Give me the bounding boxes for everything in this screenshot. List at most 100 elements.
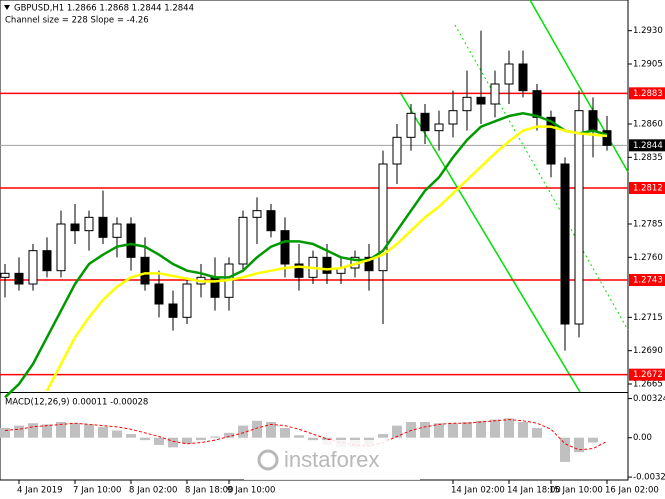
- candle-body: [0, 272, 10, 278]
- x-tick-label: 9 Jan 10:00: [227, 486, 275, 496]
- indicator-line: [4, 112, 608, 399]
- macd-bar: [560, 437, 570, 462]
- channel-line: [399, 91, 581, 393]
- candle-body: [504, 63, 514, 85]
- level-label: 1.2883: [633, 89, 663, 99]
- y-tick-label: -0.00326: [633, 473, 665, 483]
- macd-bar: [420, 422, 430, 438]
- watermark-bg: [244, 440, 420, 480]
- candle-body: [490, 83, 500, 105]
- macd-bar: [406, 422, 416, 438]
- macd-bar: [476, 420, 486, 438]
- candle-body: [364, 256, 374, 272]
- macd-bar: [154, 437, 164, 445]
- x-tick-label: 8 Jan 02:00: [129, 486, 177, 496]
- watermark-text: instaforex: [284, 447, 379, 472]
- level-label-bg: [629, 274, 665, 286]
- x-tick-label: 14 Jan 18:00: [507, 486, 561, 496]
- macd-bar: [210, 436, 220, 438]
- candle-body: [84, 216, 94, 232]
- level-label: 1.2672: [633, 370, 663, 380]
- channel-line-text: Channel size = 228 Slope = -4.26: [5, 16, 149, 26]
- macd-bar: [252, 420, 262, 438]
- macd-title: MACD(12,26,9) 0.00011 -0.00028: [5, 398, 148, 408]
- y-tick-label: 1.2665: [633, 380, 663, 390]
- x-tick-label: 14 Jan 02:00: [451, 486, 505, 496]
- candle-body: [28, 250, 38, 285]
- x-tick-label: 16 Jan 02:00: [605, 486, 659, 496]
- y-tick-label: 1.2715: [633, 313, 663, 323]
- candle-body: [280, 230, 290, 265]
- candle-body: [140, 256, 150, 285]
- level-label-bg: [629, 182, 665, 194]
- candle-body: [70, 223, 80, 232]
- candle-body: [126, 223, 136, 258]
- macd-bar: [588, 437, 598, 443]
- y-tick-label: 0.00: [633, 433, 652, 443]
- macd-bar: [574, 437, 584, 453]
- macd-bar: [42, 424, 52, 438]
- candle-body: [476, 96, 486, 105]
- plot-area: [0, 30, 628, 462]
- candle-body: [392, 136, 402, 165]
- watermark-logo: [257, 449, 279, 471]
- candle-body: [602, 130, 612, 146]
- macd-bar: [266, 422, 276, 438]
- macd-bar: [294, 435, 304, 438]
- price-label: 1.2844: [633, 141, 663, 151]
- x-tick-label: 7 Jan 10:00: [73, 486, 121, 496]
- candle-body: [182, 283, 192, 318]
- y-tick-label: 1.2785: [633, 220, 663, 230]
- y-tick-label: 1.2690: [633, 346, 663, 356]
- macd-bar: [238, 425, 248, 438]
- x-tick-label: 4 Jan 2019: [17, 486, 63, 496]
- level-label-bg: [629, 368, 665, 381]
- macd-bar: [504, 418, 514, 438]
- macd-bar: [28, 423, 38, 438]
- candle-body: [448, 110, 458, 125]
- candle-body: [546, 116, 556, 165]
- candle-body: [574, 110, 584, 325]
- y-tick-label: 1.2860: [633, 120, 663, 130]
- y-tick-label: 0.00324: [633, 394, 665, 404]
- channel-line: [529, 0, 629, 173]
- macd-bar: [196, 437, 206, 441]
- candle-body: [42, 250, 52, 272]
- candle-body: [434, 123, 444, 132]
- indicator-line: [4, 419, 608, 451]
- candle-body: [266, 210, 276, 232]
- price-label-bg: [629, 139, 665, 152]
- macd-bar: [14, 425, 24, 438]
- candle-body: [238, 216, 248, 265]
- candle-body: [378, 163, 388, 272]
- level-label: 1.2812: [633, 184, 663, 194]
- macd-bar: [56, 422, 66, 438]
- macd-bar: [448, 423, 458, 438]
- candle-body: [560, 163, 570, 325]
- macd-bar: [518, 422, 528, 438]
- macd-bar: [70, 423, 80, 438]
- candle-body: [168, 303, 178, 318]
- level-label-bg: [629, 87, 665, 100]
- macd-bar: [434, 423, 444, 438]
- y-tick-label: 1.2905: [633, 60, 663, 70]
- candle-body: [14, 272, 24, 285]
- channel-mid-line: [454, 24, 629, 331]
- macd-bar: [140, 437, 150, 441]
- macd-bar: [0, 428, 10, 438]
- macd-bar: [98, 426, 108, 438]
- macd-bar: [308, 437, 318, 442]
- y-tick-label: 1.2930: [633, 26, 663, 36]
- candle-body: [98, 216, 108, 238]
- candle-body: [532, 90, 542, 118]
- x-tick-label: 15 Jan 10:00: [549, 486, 603, 496]
- candle-body: [406, 112, 416, 138]
- x-tick-label: 8 Jan 18:00: [185, 486, 233, 496]
- y-tick-label: 1.2760: [633, 253, 663, 263]
- macd-bar: [182, 437, 192, 444]
- macd-bar: [224, 432, 234, 438]
- macd-bar: [490, 419, 500, 438]
- candle-body: [588, 110, 598, 132]
